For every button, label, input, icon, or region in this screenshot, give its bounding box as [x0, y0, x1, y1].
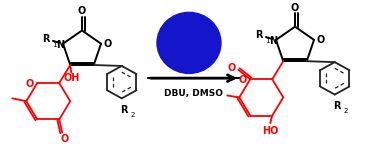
Circle shape: [157, 12, 221, 73]
Text: 2: 2: [130, 112, 135, 118]
Text: 1: 1: [52, 42, 56, 48]
Text: O: O: [317, 35, 325, 45]
Text: OH: OH: [63, 73, 79, 83]
Text: O: O: [104, 39, 112, 49]
Text: DBU, DMSO: DBU, DMSO: [164, 89, 223, 98]
Text: N: N: [269, 36, 277, 46]
Text: blue: blue: [178, 31, 200, 40]
Text: R: R: [42, 34, 50, 44]
Text: O: O: [60, 134, 68, 144]
Text: N: N: [56, 40, 64, 50]
Text: R: R: [120, 105, 127, 115]
Text: O: O: [291, 3, 299, 13]
Text: LED: LED: [179, 46, 199, 55]
Text: HO: HO: [262, 126, 279, 136]
Text: O: O: [227, 63, 235, 73]
Text: 1: 1: [265, 38, 269, 44]
Text: R: R: [333, 101, 341, 111]
Text: O: O: [25, 79, 33, 89]
Text: O: O: [238, 75, 246, 85]
Text: O: O: [78, 6, 86, 16]
Text: R: R: [255, 30, 263, 40]
Text: 2: 2: [344, 108, 348, 114]
